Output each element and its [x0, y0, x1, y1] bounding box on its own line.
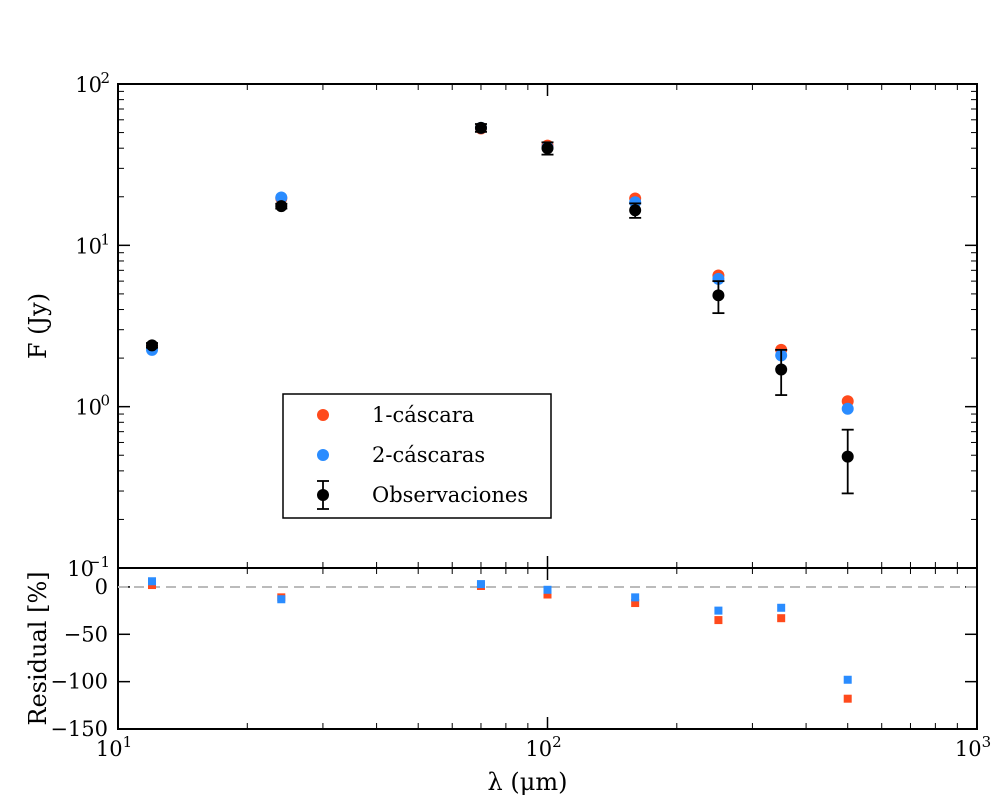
- legend-marker: [317, 449, 329, 461]
- data-point: [146, 339, 159, 352]
- legend: 1-cáscara 2-cáscaras Observaciones: [282, 393, 552, 519]
- residual-series-2: [148, 577, 852, 684]
- residual-point: [543, 585, 552, 594]
- y-tick-label: 0: [95, 575, 108, 599]
- data-point: [629, 204, 642, 217]
- residual-point: [714, 606, 723, 615]
- data-point: [275, 191, 288, 204]
- data-point: [775, 363, 788, 376]
- y-tick-label-exponent: −1: [88, 553, 110, 571]
- legend-marker: [317, 489, 329, 501]
- data-point: [841, 450, 854, 463]
- legend-item: Observaciones: [317, 480, 528, 510]
- x-axis-title: λ (μm): [488, 768, 568, 796]
- legend-label: 1-cáscara: [372, 403, 474, 427]
- y-tick-label-base: 10: [67, 557, 94, 581]
- residual-point: [148, 577, 157, 586]
- y-tick-label-exponent: 2: [100, 69, 110, 87]
- residual-point: [777, 603, 786, 612]
- x-tick-label: 102: [525, 733, 561, 761]
- residual-point: [631, 599, 640, 608]
- top-series-3: [146, 121, 854, 495]
- top-y-ticks: [118, 83, 977, 569]
- y-tick-label-base: 10: [75, 234, 102, 258]
- residual-point: [714, 616, 723, 625]
- y-tick-label-base: 10: [75, 396, 102, 420]
- residual-point: [843, 675, 852, 684]
- top-series-1: [146, 122, 854, 408]
- x-ticks: [117, 84, 978, 729]
- residual-point: [277, 595, 286, 604]
- residual-point: [631, 593, 640, 602]
- legend-label: 2-cáscaras: [372, 443, 485, 467]
- residual-series-1: [148, 581, 852, 703]
- top-series-2: [146, 121, 854, 415]
- bottom-y-tick-labels: 0 −50 −100 −150: [50, 575, 108, 741]
- y-tick-label: −100: [50, 670, 108, 694]
- legend-item: 1-cáscara: [317, 403, 474, 427]
- x-tick-labels: 101 102 103: [96, 733, 991, 761]
- data-point: [474, 121, 487, 134]
- y-tick-label-exponent: 0: [100, 392, 110, 410]
- x-tick-label: 101: [96, 733, 132, 761]
- residual-point: [777, 614, 786, 623]
- y-tick-label-exponent: 1: [100, 230, 110, 248]
- residual-point: [843, 694, 852, 703]
- top-y-axis-title: F (Jy): [24, 293, 52, 359]
- y-tick-label: −50: [64, 622, 108, 646]
- data-point: [712, 289, 725, 302]
- data-point: [841, 402, 854, 415]
- residual-point: [476, 580, 485, 589]
- data-point: [275, 200, 288, 213]
- y-tick-label: −150: [50, 717, 108, 741]
- bottom-y-ticks: [118, 586, 977, 730]
- legend-item: 2-cáscaras: [317, 443, 485, 467]
- x-tick-label: 103: [955, 733, 991, 761]
- legend-marker: [317, 409, 329, 421]
- bottom-y-axis-title: Residual [%]: [24, 571, 52, 725]
- residual-point: [543, 590, 552, 599]
- legend-label: Observaciones: [372, 483, 528, 507]
- data-point: [541, 142, 554, 155]
- y-tick-label-base: 10: [75, 73, 102, 97]
